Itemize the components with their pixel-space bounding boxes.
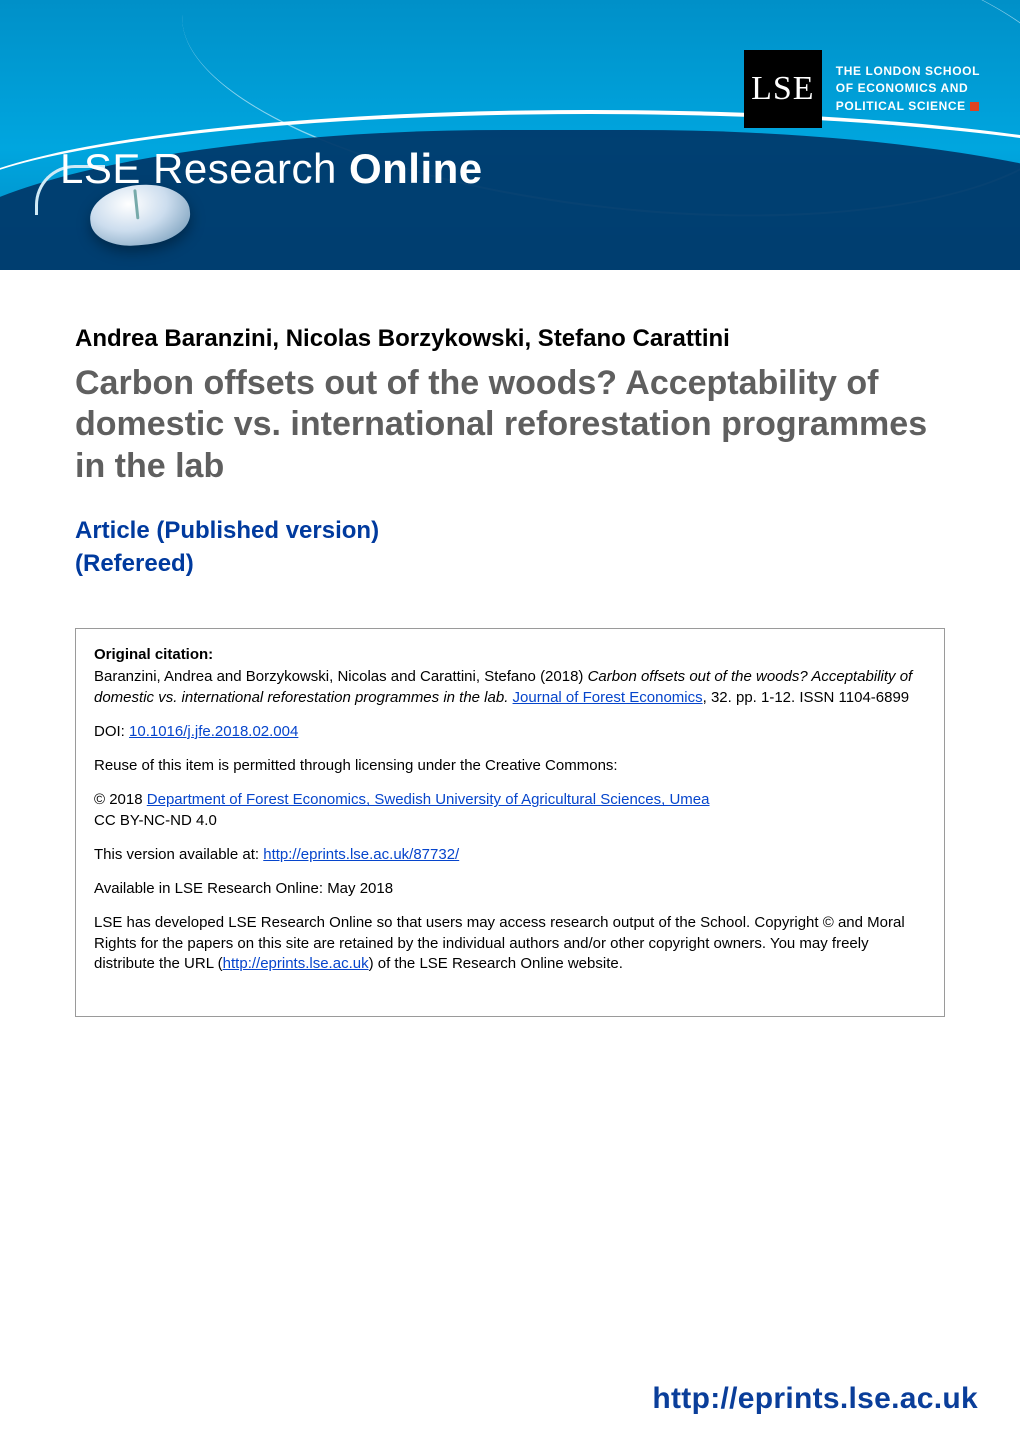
school-line: POLITICAL SCIENCE	[836, 98, 980, 115]
doi-link[interactable]: 10.1016/j.jfe.2018.02.004	[129, 723, 298, 740]
journal-link[interactable]: Journal of Forest Economics	[513, 689, 703, 706]
school-line: OF ECONOMICS AND	[836, 80, 980, 97]
boilerplate: LSE has developed LSE Research Online so…	[94, 913, 926, 974]
paper-title: Carbon offsets out of the woods? Accepta…	[75, 363, 945, 487]
eprint-link[interactable]: http://eprints.lse.ac.uk/87732/	[263, 846, 459, 863]
site-title: LSE Research Online	[60, 145, 483, 193]
header-banner: LSE Research Online LSE THE LONDON SCHOO…	[0, 0, 1020, 270]
eprints-root-link[interactable]: http://eprints.lse.ac.uk	[223, 955, 369, 972]
article-type: Article (Published version) (Refereed)	[75, 515, 945, 580]
authors: Andrea Baranzini, Nicolas Borzykowski, S…	[75, 325, 945, 353]
available-month: Available in LSE Research Online: May 20…	[94, 879, 926, 899]
reuse-line: Reuse of this item is permitted through …	[94, 756, 926, 776]
site-title-bold: Online	[349, 145, 483, 192]
school-line: THE LONDON SCHOOL	[836, 63, 980, 80]
article-type-line: Article (Published version)	[75, 515, 945, 547]
lse-logo-block: LSE THE LONDON SCHOOL OF ECONOMICS AND P…	[744, 50, 980, 128]
page-content: Andrea Baranzini, Nicolas Borzykowski, S…	[0, 270, 1020, 1017]
license-label: CC BY-NC-ND 4.0	[94, 812, 217, 829]
citation-box: Original citation: Baranzini, Andrea and…	[75, 628, 945, 1017]
footer-url[interactable]: http://eprints.lse.ac.uk	[652, 1382, 978, 1416]
article-type-line: (Refereed)	[75, 548, 945, 580]
doi-line: DOI: 10.1016/j.jfe.2018.02.004	[94, 722, 926, 742]
citation-text: Baranzini, Andrea and Borzykowski, Nicol…	[94, 667, 926, 708]
available-at: This version available at: http://eprint…	[94, 845, 926, 865]
red-square-icon	[970, 102, 979, 111]
lse-school-name: THE LONDON SCHOOL OF ECONOMICS AND POLIT…	[836, 63, 980, 115]
copyright-holder-link[interactable]: Department of Forest Economics, Swedish …	[147, 791, 710, 808]
copyright-block: © 2018 Department of Forest Economics, S…	[94, 790, 926, 831]
site-title-thin: LSE Research	[60, 145, 349, 192]
lse-logo: LSE	[744, 50, 822, 128]
citation-heading: Original citation:	[94, 646, 213, 663]
